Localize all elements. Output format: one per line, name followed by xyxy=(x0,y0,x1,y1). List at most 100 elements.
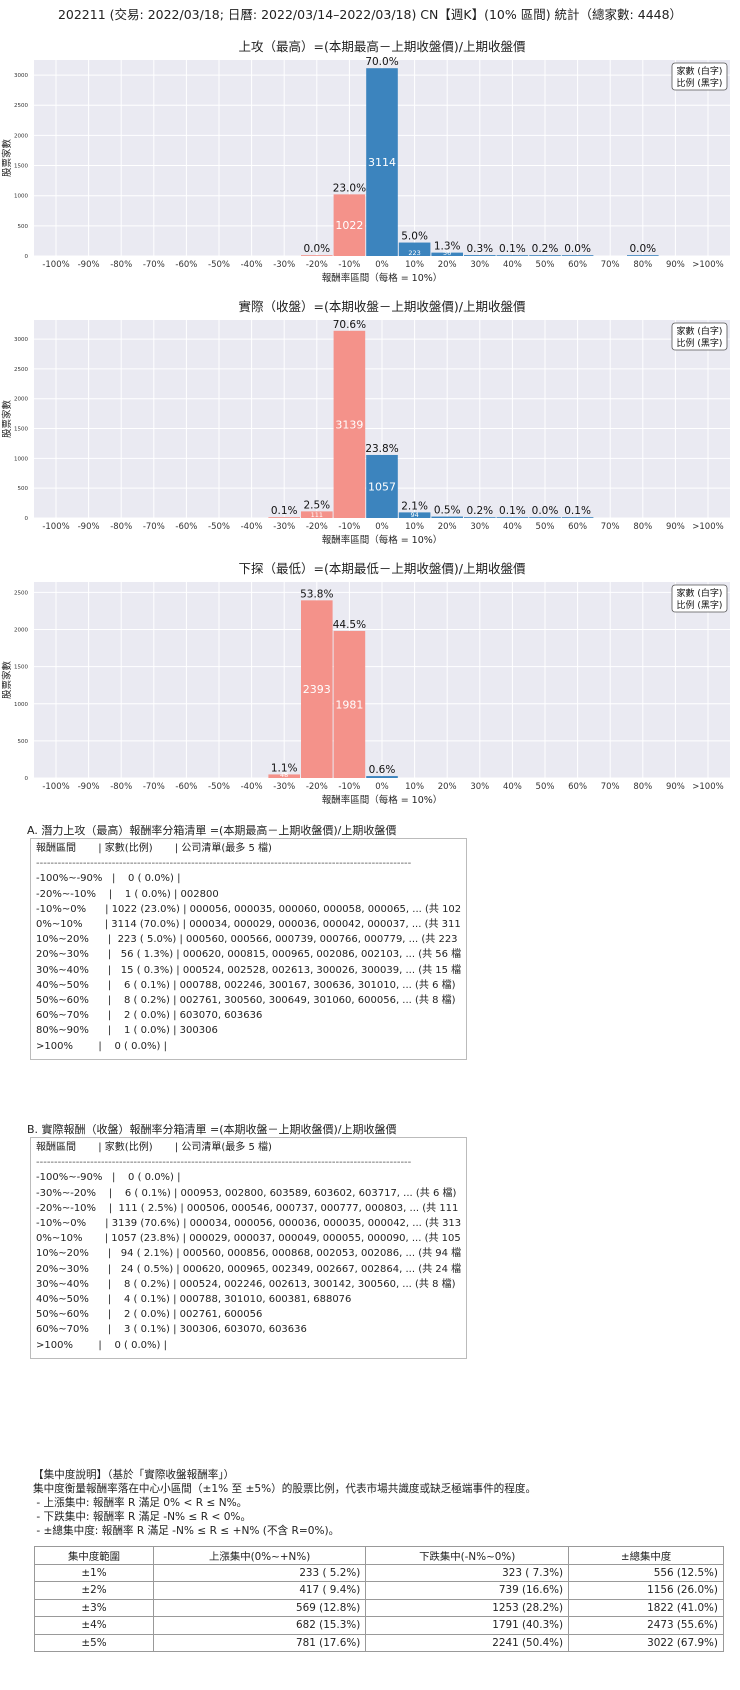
x-axis-label: 報酬率區間（每格 = 10%） xyxy=(322,794,443,806)
bar-pos-10 xyxy=(366,454,398,518)
table-cell: 781 (17.6%) xyxy=(153,1633,367,1652)
bar-percent-label: 70.6% xyxy=(333,319,366,331)
x-tick-label: -50% xyxy=(208,260,230,270)
list-line: 30%~40% | 8 ( 0.2%) | 000524, 002246, 00… xyxy=(36,1278,456,1290)
page-title: 202211 (交易: 2022/03/18; 日曆: 2022/03/14–2… xyxy=(57,7,683,22)
list-line: 40%~50% | 4 ( 0.1%) | 000788, 301010, 60… xyxy=(36,1294,352,1306)
y-tick-label: 2000 xyxy=(14,628,28,634)
bar-pos-12 xyxy=(431,252,463,256)
table-cell: 2473 (55.6%) xyxy=(568,1616,724,1635)
y-axis-label: 股票家數 xyxy=(1,400,13,439)
list-line: -10%~0% | 3139 (70.6%) | 000034, 000056,… xyxy=(36,1218,461,1230)
table-cell: 1156 (26.0%) xyxy=(568,1581,724,1600)
x-tick-label: -60% xyxy=(175,522,197,532)
table-header-cell: 上漲集中(0%~+N%) xyxy=(153,1546,367,1565)
y-tick-label: 1000 xyxy=(14,194,28,200)
list-b-separator: ----------------------------------------… xyxy=(36,1157,412,1169)
note-line: - 上漲集中: 報酬率 R 滿足 0% < R ≤ N%。 xyxy=(33,1497,248,1509)
bar-neg-7 xyxy=(268,774,300,778)
bar-percent-label: 0.1% xyxy=(271,505,298,517)
x-tick-label: -100% xyxy=(42,260,69,270)
x-tick-label: >100% xyxy=(692,260,723,270)
x-tick-label: 10% xyxy=(405,522,424,532)
bar-pos-11 xyxy=(398,242,431,256)
table-cell: 3022 (67.9%) xyxy=(568,1633,724,1652)
x-tick-label: -80% xyxy=(110,782,132,792)
bar-percent-label: 0.2% xyxy=(466,505,493,517)
table-cell: 417 ( 9.4%) xyxy=(153,1581,367,1600)
bar-percent-label: 0.5% xyxy=(434,505,461,517)
table-header-cell: ±總集中度 xyxy=(568,1546,724,1565)
x-tick-label: >100% xyxy=(692,522,723,532)
legend-ratio-text: 比例 (黑字) xyxy=(677,337,723,349)
legend-frame xyxy=(671,322,728,351)
list-line: -20%~-10% | 111 ( 2.5%) | 000506, 000546… xyxy=(36,1202,461,1214)
list-line: 0%~10% | 3114 (70.0%) | 000034, 000029, … xyxy=(36,919,461,931)
x-tick-label: -100% xyxy=(42,522,69,532)
bar-pos-10 xyxy=(366,68,398,256)
table-row: ±2% 417 ( 9.4%) 739 (16.6%) 1156 (26.0%) xyxy=(33,1581,724,1600)
list-a-header: 報酬區間 | 家數(比例) | 公司清單(最多 5 檔) xyxy=(36,843,272,854)
x-tick-label: 60% xyxy=(568,782,587,792)
table-header-cell: 集中度範圍 xyxy=(33,1546,155,1565)
table-cell: 1253 (28.2%) xyxy=(365,1598,570,1617)
x-tick-label: 0% xyxy=(375,782,389,792)
bar-neg-8 xyxy=(301,600,333,778)
bar-percent-label: 0.1% xyxy=(499,243,526,255)
bar-neg-9 xyxy=(333,630,366,778)
note-line: - 下跌集中: 報酬率 R 滿足 -N% ≤ R < 0%。 xyxy=(33,1511,252,1523)
x-tick-label: -60% xyxy=(175,260,197,270)
bar-pos-11 xyxy=(398,512,431,518)
x-tick-label: -40% xyxy=(241,522,263,532)
bar-count-label: 1981 xyxy=(335,698,363,711)
list-b-header: 報酬區間 | 家數(比例) | 公司清單(最多 5 檔) xyxy=(36,1142,272,1153)
concentration-table: 集中度範圍 上漲集中(0%~+N%) 下跌集中(-N%~0%) ±總集中度 ±1% 23… xyxy=(33,1546,724,1652)
bar-pos-10 xyxy=(366,776,398,778)
x-tick-label: 0% xyxy=(375,522,389,532)
high-return-chart: 上攻（最高）=(本期最高－上期收盤價)/上期收盤價 0 500 1000 1500 200… xyxy=(1,39,730,284)
table-cell: ±1% xyxy=(33,1563,155,1582)
list-line: 20%~30% | 24 ( 0.5%) | 000620, 000965, 0… xyxy=(36,1263,461,1275)
table-cell: 233 ( 5.2%) xyxy=(153,1563,367,1582)
y-tick-label: 1000 xyxy=(14,702,28,708)
bar-neg-7 xyxy=(268,517,300,518)
x-tick-label: -60% xyxy=(175,782,197,792)
y-tick-label: 2000 xyxy=(14,397,28,403)
x-tick-label: -70% xyxy=(143,782,165,792)
bar-pos-15 xyxy=(529,517,561,518)
bar-percent-label: 0.0% xyxy=(564,243,591,255)
y-tick-label: 500 xyxy=(18,224,29,230)
table-cell: 569 (12.8%) xyxy=(153,1598,367,1617)
x-tick-label: 80% xyxy=(633,522,652,532)
list-line: 20%~30% | 56 ( 1.3%) | 000620, 000815, 0… xyxy=(36,949,461,961)
y-tick-label: 2500 xyxy=(14,590,28,596)
x-tick-label: 40% xyxy=(503,522,522,532)
x-tick-label: -10% xyxy=(338,522,360,532)
x-tick-label: 10% xyxy=(405,782,424,792)
table-cell: 323 ( 7.3%) xyxy=(365,1563,570,1582)
list-line: 0%~10% | 1057 (23.8%) | 000029, 000037, … xyxy=(36,1233,461,1245)
bar-neg-9 xyxy=(333,194,366,256)
list-line: 30%~40% | 15 ( 0.3%) | 000524, 002528, 0… xyxy=(36,964,461,976)
y-tick-label: 1500 xyxy=(14,665,28,671)
bar-count-label: 1057 xyxy=(368,480,396,493)
x-tick-label: >100% xyxy=(692,782,723,792)
x-tick-label: 50% xyxy=(536,782,555,792)
bar-neg-8 xyxy=(301,511,333,518)
bar-percent-label: 1.3% xyxy=(434,241,461,253)
y-tick-label: 0 xyxy=(25,254,29,260)
bar-count-label: 48 xyxy=(280,771,288,779)
list-line: 60%~70% | 3 ( 0.1%) | 300306, 603070, 60… xyxy=(36,1324,307,1336)
bar-count-label: 1022 xyxy=(335,219,363,232)
x-tick-label: -40% xyxy=(241,260,263,270)
bar-count-label: 2393 xyxy=(303,683,331,696)
x-tick-label: -10% xyxy=(338,782,360,792)
y-tick-label: 1000 xyxy=(14,456,28,462)
bar-neg-9 xyxy=(333,330,366,518)
x-tick-label: 60% xyxy=(568,522,587,532)
x-tick-label: -50% xyxy=(208,782,230,792)
x-tick-label: -70% xyxy=(143,260,165,270)
x-tick-label: -30% xyxy=(273,522,295,532)
y-tick-label: 2000 xyxy=(14,133,28,139)
list-a-box: 報酬區間 | 家數(比例) | 公司清單(最多 5 檔) -----------… xyxy=(30,838,467,1060)
